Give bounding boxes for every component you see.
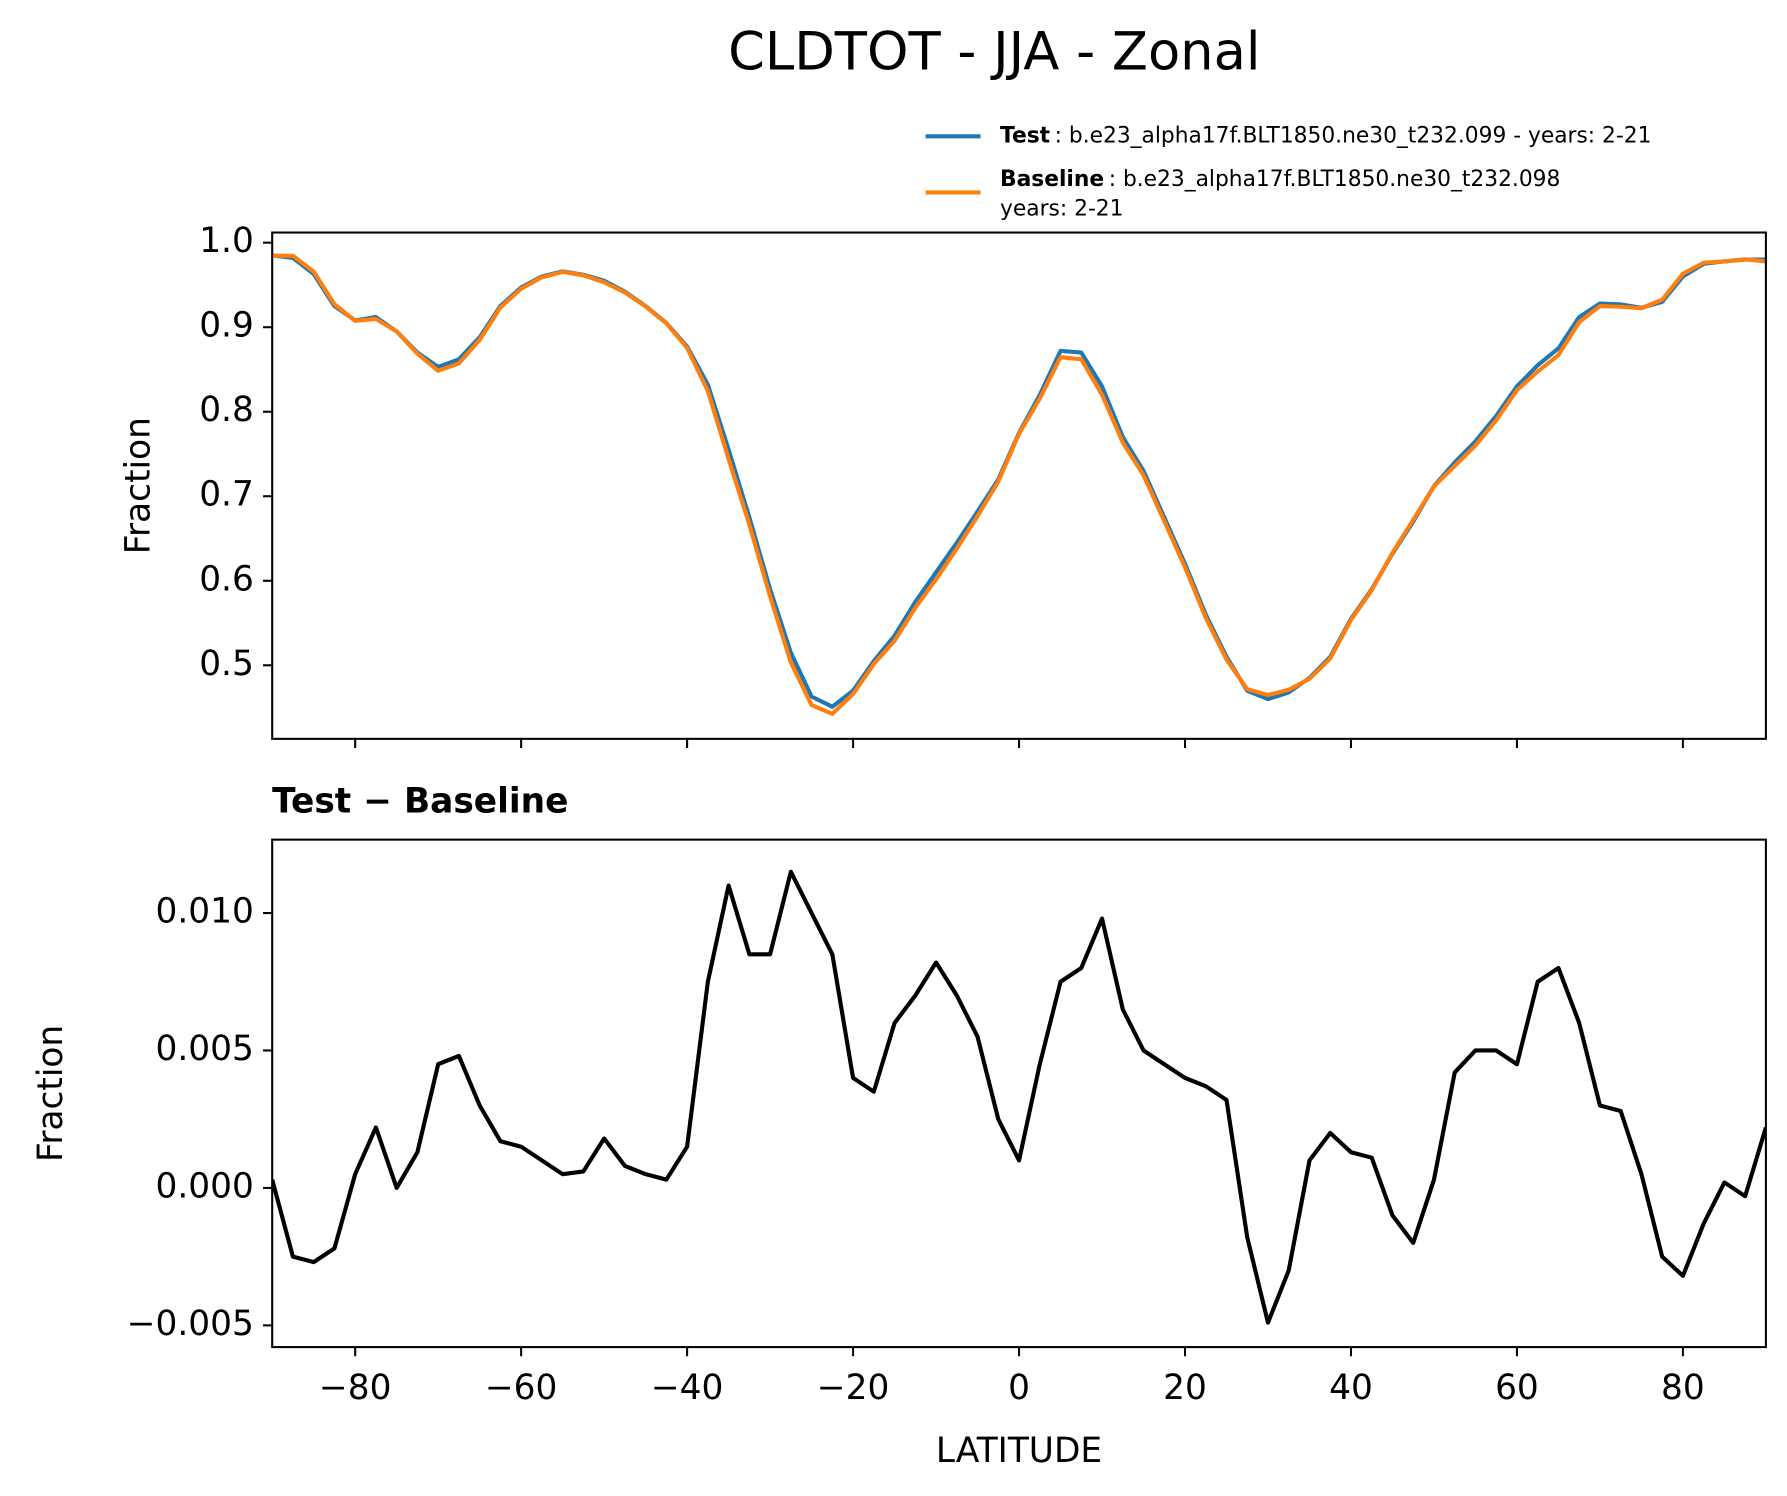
y-tick-label: 0.7 <box>199 475 254 515</box>
y-tick-label: 0.8 <box>199 390 254 430</box>
axes-frame <box>271 838 1767 1349</box>
y-tick-label: 0.9 <box>199 306 254 346</box>
x-tick-label: −20 <box>817 1368 890 1408</box>
x-tick-label: −60 <box>485 1368 558 1408</box>
legend-description: : b.e23_alpha17f.BLT1850.ne30_t232.099 -… <box>1055 123 1652 148</box>
legend-name: Test <box>1000 123 1050 148</box>
legend-description: years: 2-21 <box>1000 197 1123 222</box>
y-tick-label: 1.0 <box>199 221 254 261</box>
series-line <box>272 253 1766 709</box>
y-tick-label: 0.6 <box>199 559 254 599</box>
x-tick-label: −40 <box>651 1368 724 1408</box>
y-tick-label: 0.005 <box>155 1029 253 1069</box>
x-tick-label: 40 <box>1329 1368 1373 1408</box>
y-axis-label: Fraction <box>31 1025 71 1162</box>
legend-description: : b.e23_alpha17f.BLT1850.ne30_t232.098 <box>1109 167 1561 192</box>
y-tick-label: 0.000 <box>155 1166 253 1206</box>
x-tick-label: −80 <box>319 1368 392 1408</box>
axes-frame <box>271 231 1767 740</box>
chart-title: CLDTOT - JJA - Zonal <box>728 22 1260 83</box>
series-line <box>272 869 1766 1325</box>
x-axis-label: LATITUDE <box>936 1431 1102 1471</box>
x-tick-label: 60 <box>1495 1368 1539 1408</box>
y-tick-label: 0.5 <box>199 644 254 684</box>
subplot-title: Test − Baseline <box>272 781 568 821</box>
x-tick-label: 20 <box>1163 1368 1207 1408</box>
series-line <box>272 253 1766 716</box>
x-tick-label: 80 <box>1661 1368 1705 1408</box>
y-axis-label: Fraction <box>118 417 158 554</box>
legend-name: Baseline <box>1000 167 1104 192</box>
x-tick-label: 0 <box>1008 1368 1030 1408</box>
y-tick-label: −0.005 <box>127 1304 254 1344</box>
y-tick-label: 0.010 <box>155 892 253 932</box>
